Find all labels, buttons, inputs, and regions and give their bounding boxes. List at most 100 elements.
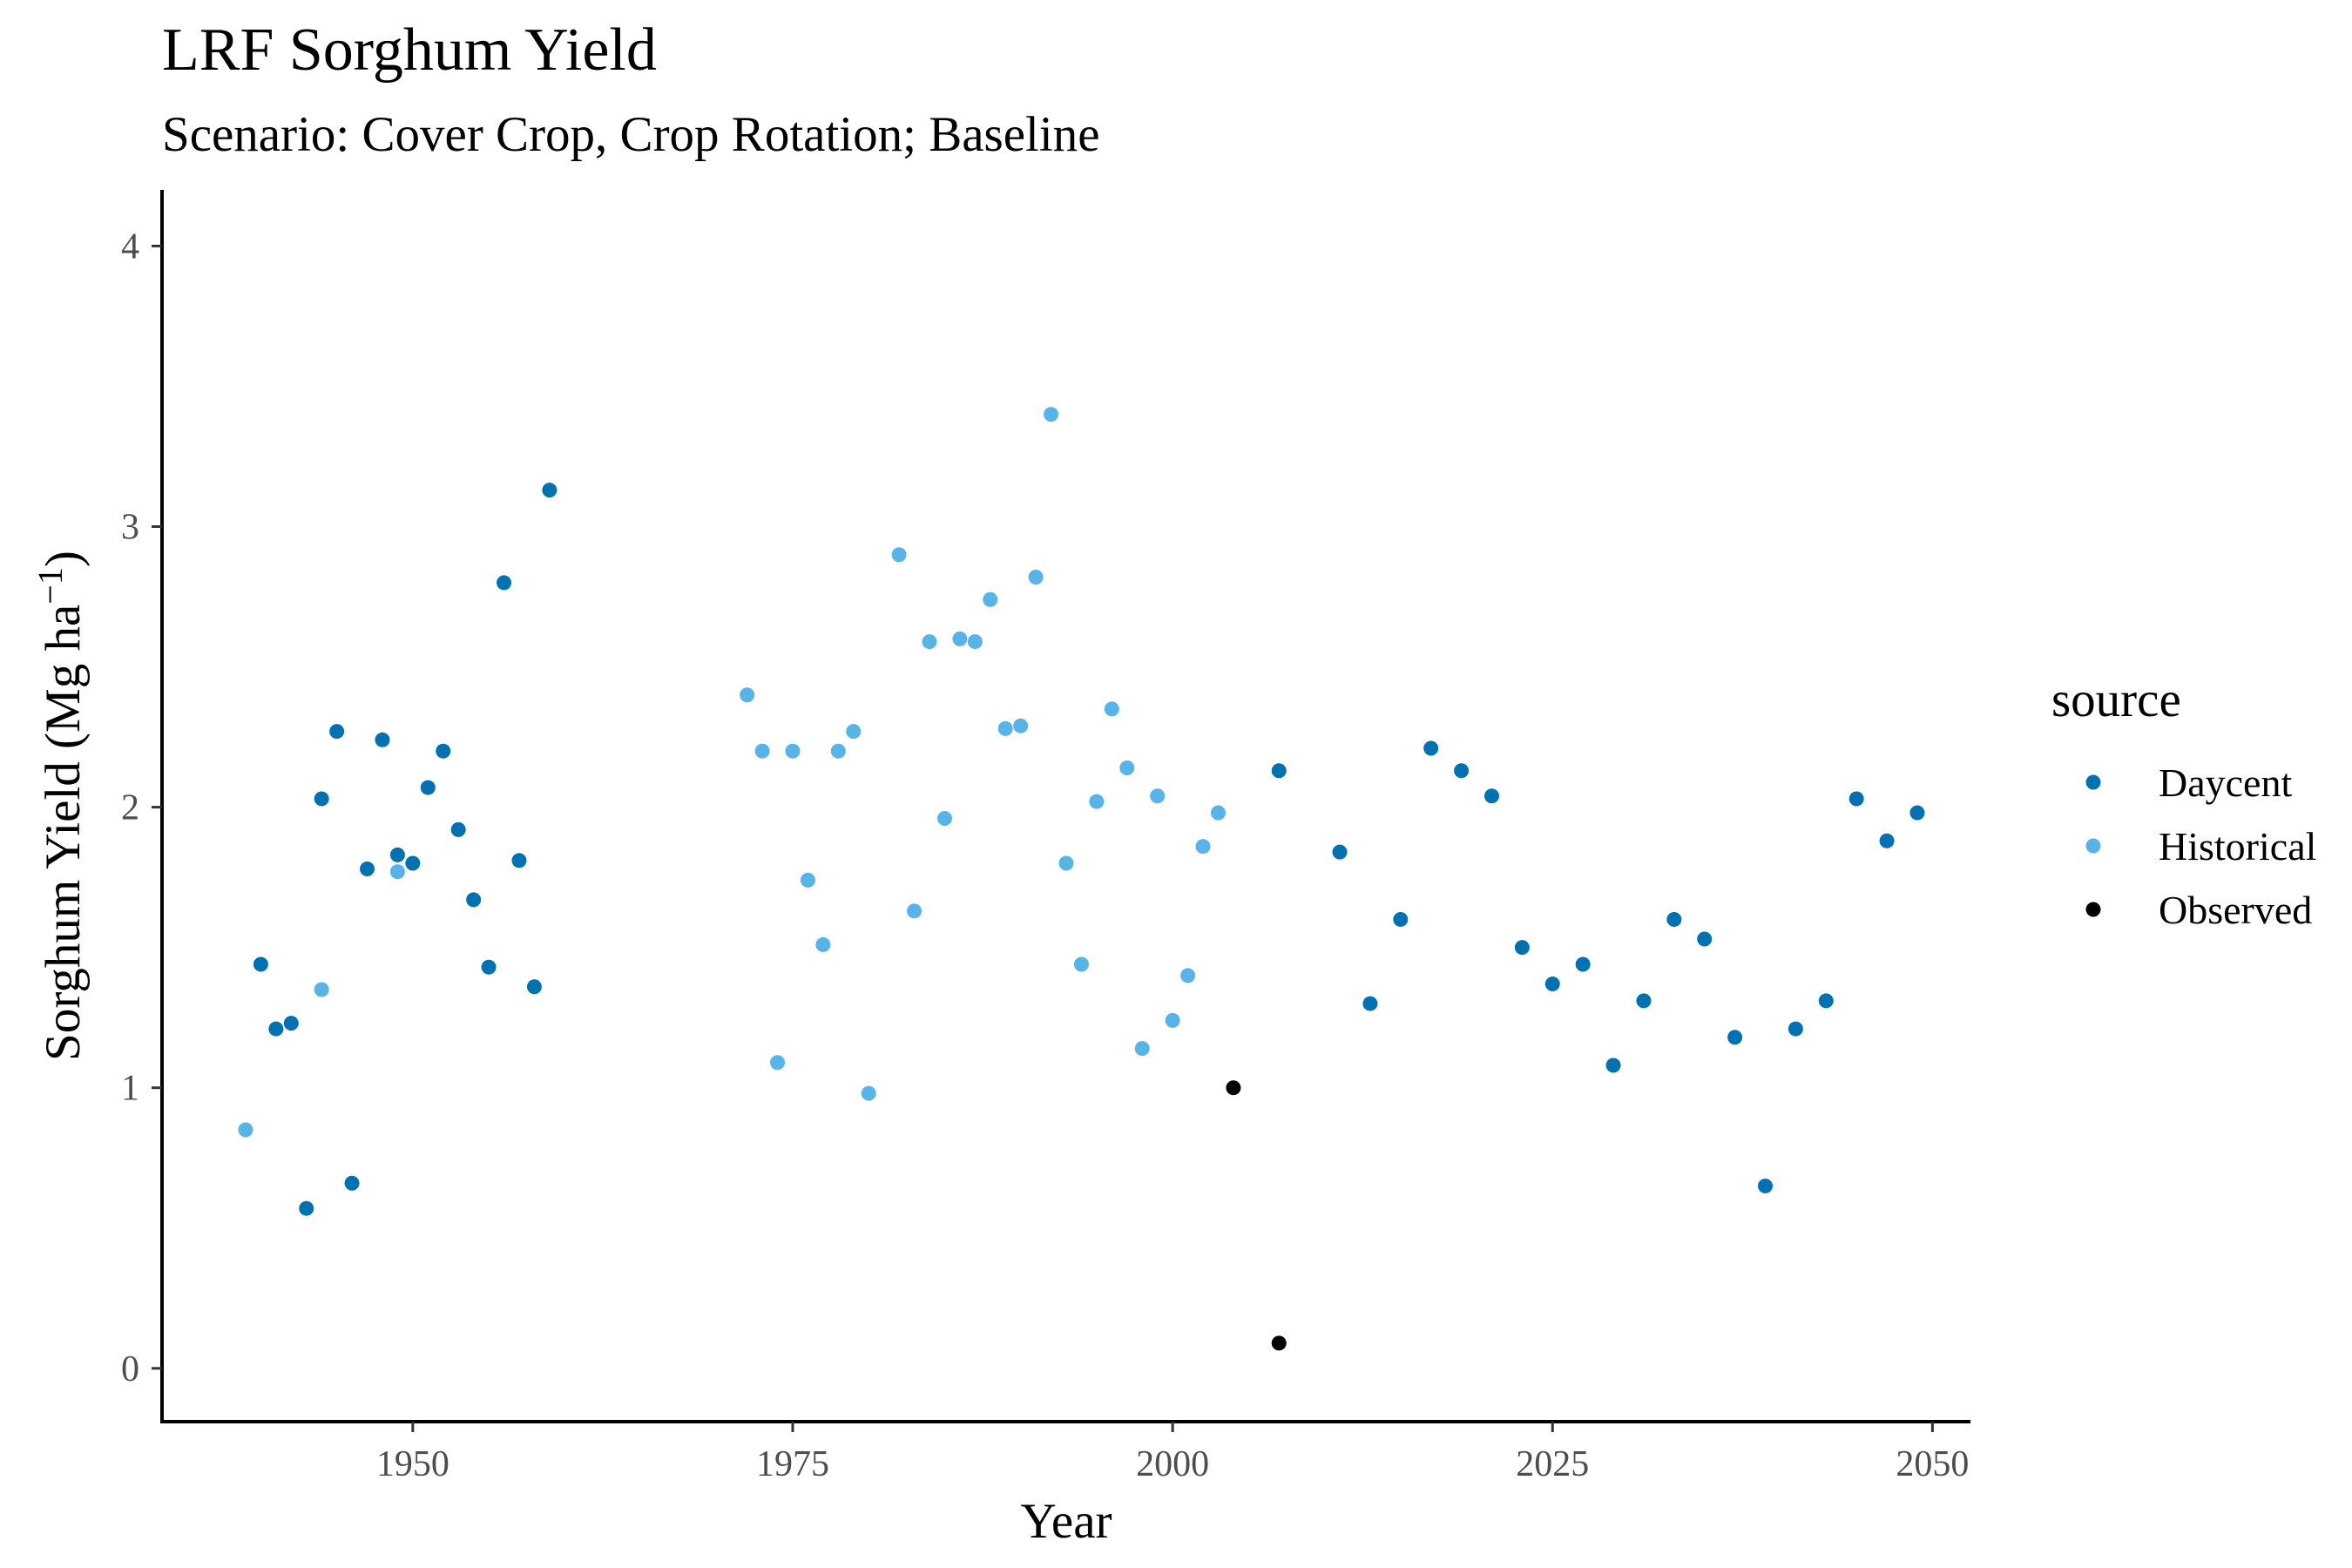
point-daycent [1423, 740, 1439, 756]
chart-title: LRF Sorghum Yield [162, 17, 657, 84]
point-daycent [436, 743, 451, 759]
point-daycent [1362, 996, 1378, 1011]
point-daycent [360, 861, 375, 876]
point-observed [1226, 1080, 1241, 1096]
point-historical [1104, 701, 1119, 717]
y-tick-label: 1 [121, 1069, 139, 1109]
point-historical [1150, 788, 1166, 804]
point-daycent [405, 855, 421, 871]
point-historical [1119, 760, 1135, 776]
point-historical [1195, 839, 1211, 855]
point-historical [830, 743, 846, 759]
chart-subtitle: Scenario: Cover Crop, Crop Rotation; Bas… [162, 107, 1100, 162]
point-historical [891, 547, 907, 563]
x-axis-ticks: 1950 1975 2000 2025 2050 [376, 1422, 1969, 1484]
legend-label-observed: Observed [2159, 888, 2312, 932]
point-daycent [1636, 993, 1652, 1009]
point-daycent [1605, 1058, 1621, 1073]
y-tick-label: 4 [121, 226, 139, 267]
point-daycent [1514, 940, 1530, 956]
point-historical [754, 743, 770, 759]
point-historical [967, 634, 983, 650]
point-daycent [450, 821, 466, 837]
point-daycent [1757, 1178, 1773, 1193]
data-points [238, 407, 1925, 1351]
point-historical [1013, 718, 1029, 733]
point-historical [952, 631, 968, 646]
point-historical [1165, 1012, 1180, 1028]
point-historical [861, 1085, 876, 1101]
point-daycent [1788, 1021, 1803, 1037]
y-tick-label: 2 [121, 788, 139, 828]
point-daycent [389, 847, 405, 862]
point-daycent [420, 780, 436, 795]
point-historical [997, 720, 1013, 736]
point-daycent [344, 1175, 360, 1191]
point-daycent [1727, 1030, 1743, 1045]
y-axis-ticks: 0 1 2 3 4 [121, 226, 162, 1389]
point-daycent [1332, 844, 1348, 860]
point-historical [1210, 805, 1226, 821]
y-tick-label: 0 [121, 1349, 139, 1389]
x-tick-label: 1975 [756, 1444, 829, 1484]
x-tick-label: 1950 [376, 1444, 449, 1484]
point-historical [1073, 956, 1089, 972]
point-historical [815, 936, 831, 952]
point-historical [1089, 794, 1105, 809]
point-historical [1044, 407, 1059, 422]
x-tick-label: 2050 [1896, 1444, 1969, 1484]
point-daycent [375, 732, 390, 747]
legend: source Daycent Historical Observed [2051, 672, 2316, 932]
point-daycent [1818, 993, 1834, 1009]
point-daycent [526, 979, 542, 995]
point-historical [314, 982, 329, 997]
point-historical [740, 687, 755, 703]
point-historical [922, 634, 937, 650]
point-daycent [283, 1016, 299, 1031]
point-daycent [1544, 977, 1560, 992]
point-daycent [253, 956, 268, 972]
x-axis-title: Year [1020, 1494, 1112, 1549]
point-daycent [314, 791, 329, 807]
point-historical [389, 864, 405, 880]
legend-key-observed [2085, 902, 2101, 917]
point-daycent [1697, 931, 1713, 947]
point-daycent [1454, 763, 1470, 779]
legend-key-daycent [2085, 774, 2101, 790]
point-daycent [329, 724, 345, 740]
y-tick-label: 3 [121, 508, 139, 548]
y-axis-title-superscript: −1 [30, 567, 70, 605]
point-daycent [497, 575, 512, 591]
point-historical [238, 1122, 253, 1138]
y-axis-title: Sorghum Yield (Mg ha−1) [30, 551, 91, 1061]
point-historical [785, 743, 801, 759]
point-historical [1058, 855, 1074, 871]
point-daycent [1879, 833, 1895, 848]
point-historical [1180, 968, 1196, 983]
point-historical [770, 1055, 786, 1071]
x-tick-label: 2025 [1516, 1444, 1589, 1484]
point-daycent [466, 892, 482, 908]
point-historical [907, 903, 923, 919]
y-axis-title-main: Sorghum Yield (Mg ha [36, 605, 91, 1061]
x-tick-label: 2000 [1136, 1444, 1209, 1484]
point-daycent [1909, 805, 1925, 821]
point-historical [936, 810, 952, 826]
legend-label-historical: Historical [2159, 824, 2316, 868]
point-daycent [481, 959, 497, 975]
point-daycent [1271, 763, 1287, 779]
point-historical [1028, 569, 1044, 585]
point-daycent [1666, 911, 1682, 927]
point-daycent [542, 483, 558, 498]
point-historical [846, 724, 862, 740]
legend-key-historical [2085, 838, 2101, 854]
y-axis-title-close: ) [36, 551, 91, 567]
point-daycent [511, 853, 527, 868]
point-historical [983, 591, 998, 607]
legend-items: Daycent Historical Observed [2085, 760, 2316, 932]
legend-title: source [2051, 672, 2181, 727]
point-historical [1134, 1041, 1150, 1057]
point-daycent [299, 1200, 314, 1216]
point-daycent [1848, 791, 1864, 807]
